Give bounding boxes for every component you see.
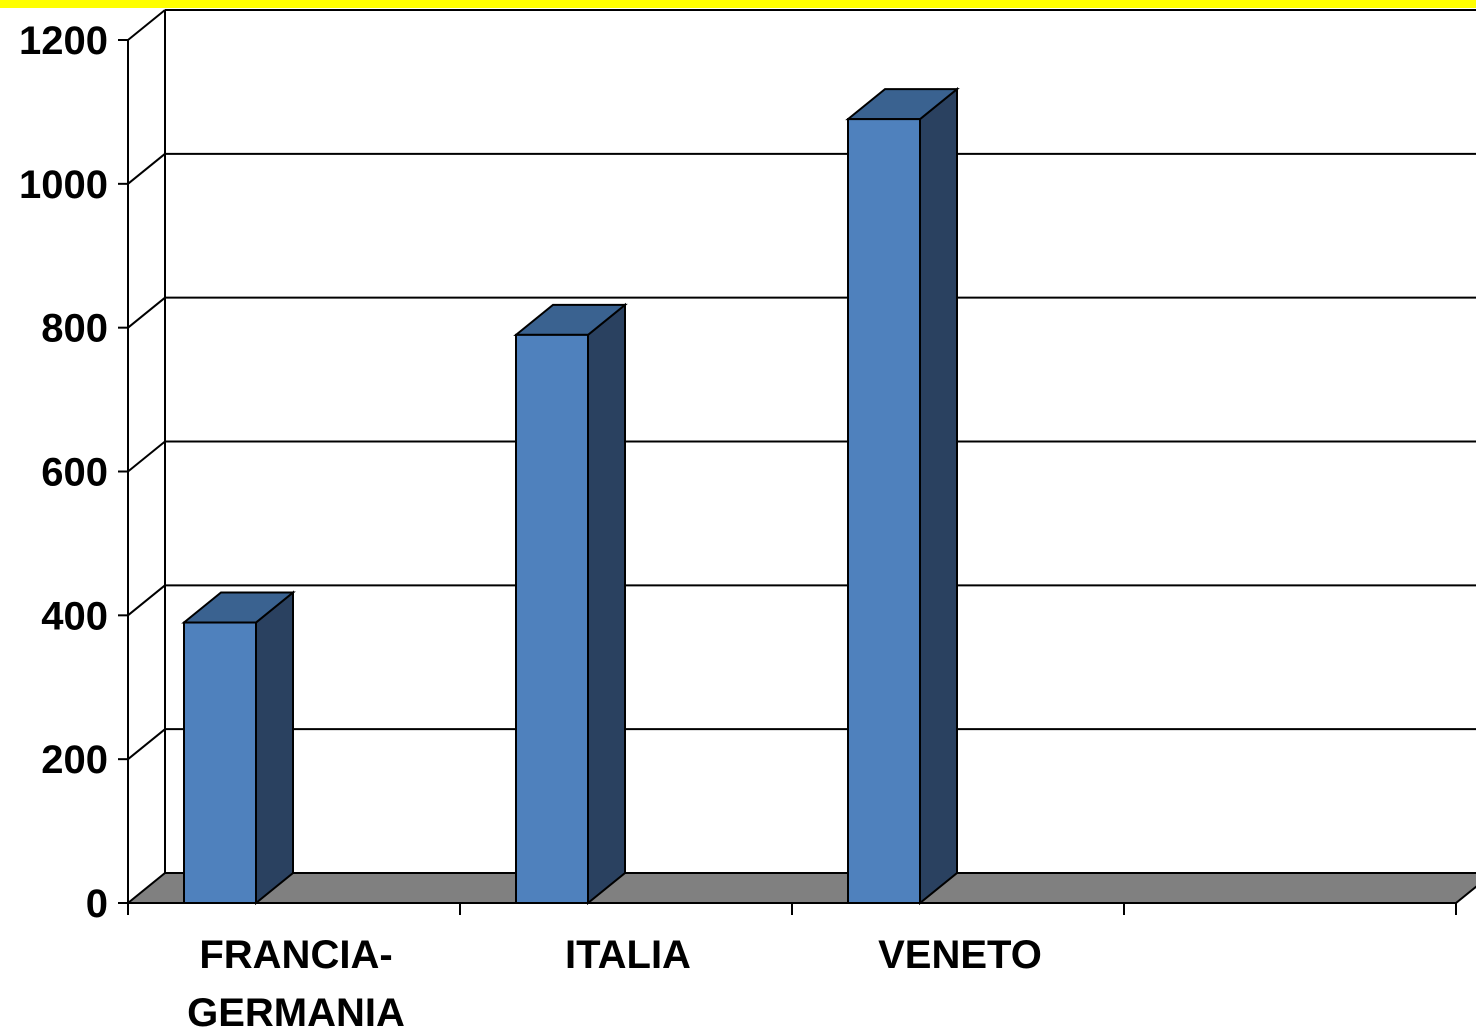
gridline-diagonal [127,296,166,329]
y-tick-label: 200 [41,738,108,782]
bar-side-face [255,590,294,906]
x-category-labels: FRANCIA- GERMANIA ITALIA VENETO [187,933,1042,1027]
y-tick-label: 1200 [19,19,108,63]
x-category-label: ITALIA [565,933,691,977]
y-tick-labels: 0 200 400 600 800 1000 1200 [19,19,108,926]
bar-side-face [587,302,626,906]
gridline-diagonal [127,153,166,185]
y-tick-label: 800 [41,307,108,351]
gridlines [127,9,1476,873]
floor-plane [125,872,1476,904]
axes [118,39,1457,915]
gridline-diagonal [127,584,166,617]
bars [181,87,960,906]
bar [513,302,628,906]
gridline-diagonal [127,9,166,41]
x-category-label: FRANCIA- [199,933,392,977]
gridline-diagonal [127,440,166,473]
bar-front-face [515,333,589,904]
bar [181,590,296,906]
bar [845,87,960,906]
bar-front-face [847,118,921,904]
bar-side-face [919,87,958,906]
bar-front-face [183,621,257,905]
x-category-label: GERMANIA [187,991,405,1027]
y-tick-label: 400 [41,594,108,638]
y-tick-label: 1000 [19,163,108,207]
top-accent-band [0,0,1476,8]
gridline-diagonal [127,728,166,760]
chart-floor [125,872,1476,904]
x-category-label: VENETO [878,933,1042,977]
y-tick-label: 0 [86,882,108,926]
y-tick-label: 600 [41,451,108,495]
